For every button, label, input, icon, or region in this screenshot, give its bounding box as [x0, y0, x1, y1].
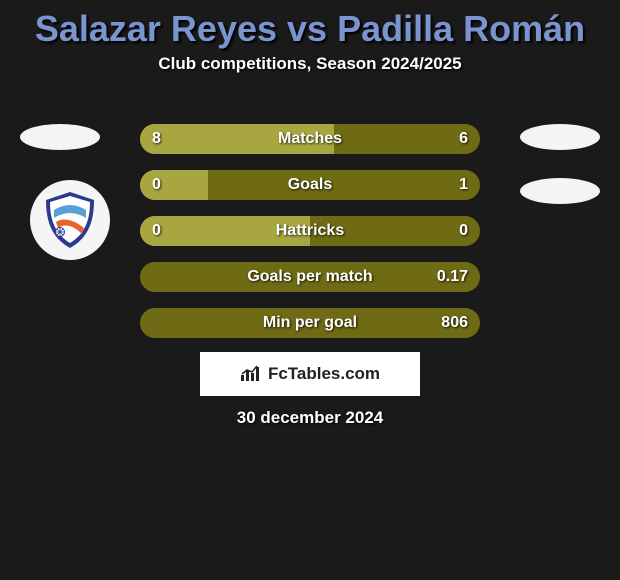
- stat-right-value: 806: [441, 308, 468, 338]
- player-left-logo-placeholder: [20, 124, 100, 150]
- shield-icon: [38, 188, 102, 252]
- page-title: Salazar Reyes vs Padilla Román: [0, 0, 620, 50]
- attribution-text: FcTables.com: [268, 364, 380, 384]
- stat-row-goals: 0 Goals 1: [140, 170, 480, 200]
- bar-chart-icon: [240, 365, 262, 383]
- club-badge-right-placeholder: [520, 178, 600, 204]
- stat-bars: 8 Matches 6 0 Goals 1 0 Hattricks 0 Goal…: [140, 124, 480, 354]
- stat-row-hattricks: 0 Hattricks 0: [140, 216, 480, 246]
- stat-label: Hattricks: [140, 216, 480, 246]
- stat-right-value: 0.17: [437, 262, 468, 292]
- stat-row-matches: 8 Matches 6: [140, 124, 480, 154]
- stat-right-value: 0: [459, 216, 468, 246]
- stat-row-min-per-goal: Min per goal 806: [140, 308, 480, 338]
- stat-right-value: 1: [459, 170, 468, 200]
- stat-label: Min per goal: [140, 308, 480, 338]
- date-text: 30 december 2024: [0, 408, 620, 428]
- attribution-badge: FcTables.com: [200, 352, 420, 396]
- stat-label: Matches: [140, 124, 480, 154]
- club-badge-left: [30, 180, 110, 260]
- stat-label: Goals: [140, 170, 480, 200]
- player-right-logo-placeholder: [520, 124, 600, 150]
- stat-right-value: 6: [459, 124, 468, 154]
- subtitle: Club competitions, Season 2024/2025: [0, 54, 620, 74]
- comparison-infographic: Salazar Reyes vs Padilla Román Club comp…: [0, 0, 620, 580]
- stat-label: Goals per match: [140, 262, 480, 292]
- stat-row-goals-per-match: Goals per match 0.17: [140, 262, 480, 292]
